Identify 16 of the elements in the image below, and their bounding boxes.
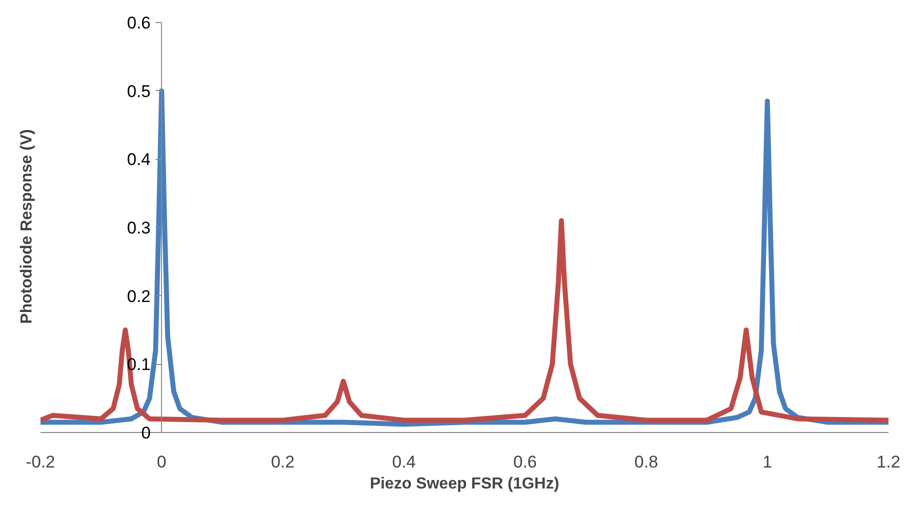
x-tick-label: 0.4 [392,452,416,472]
x-tick-label: 0.6 [513,452,537,472]
x-tick-label: 0.2 [270,452,295,472]
x-tick-label: 0.8 [634,452,658,472]
y-tick-label: 0.3 [127,218,151,238]
y-tick-label: 0.2 [127,286,151,306]
x-tick-label: 1 [762,452,772,472]
y-tick-label: 0.6 [127,14,151,32]
x-tick-label: -0.2 [26,452,56,472]
x-axis-title: Piezo Sweep FSR (1GHz) [370,476,560,492]
y-tick-label: 0.5 [127,82,151,101]
x-tick-label: 0 [156,452,166,472]
x-tick-label: 1.2 [876,452,900,472]
y-tick-label: 0 [141,424,151,442]
y-axis-title: Photodiode Response (V) [18,129,36,324]
y-tick-label: 0.4 [127,150,151,170]
